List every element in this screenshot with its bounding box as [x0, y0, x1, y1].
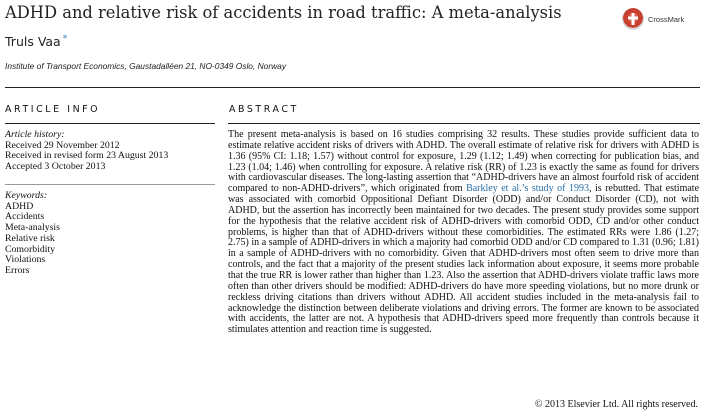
- history-revised: Received in revised form 23 August 2013: [5, 150, 169, 162]
- history-accepted: Accepted 3 October 2013: [5, 161, 106, 173]
- crossmark-badge[interactable]: CrossMark: [622, 6, 702, 32]
- crossmark-icon: [622, 8, 644, 30]
- keyword-item: Relative risk: [5, 232, 55, 244]
- barkley-citation-link[interactable]: Barkley et al.’s study of 1993: [466, 183, 589, 195]
- keyword-item: Errors: [5, 264, 30, 276]
- article-history: Article history: Received 29 November 20…: [5, 129, 169, 173]
- article-info-heading: ARTICLE INFO: [5, 104, 101, 115]
- abstract-text: The present meta-analysis is based on 16…: [228, 129, 700, 336]
- article-title: ADHD and relative risk of accidents in r…: [5, 3, 562, 22]
- abstract-heading: ABSTRACT: [229, 104, 299, 115]
- affiliation: Institute of Transport Economics, Gausta…: [5, 61, 287, 71]
- author-line: Truls Vaa *: [5, 34, 67, 49]
- crossmark-label: CrossMark: [648, 14, 685, 24]
- article-info-divider: [5, 123, 215, 124]
- history-received: Received 29 November 2012: [5, 139, 120, 151]
- header-divider: [5, 87, 700, 88]
- abstract-text-part1: The present meta-analysis is based on 16…: [228, 129, 699, 195]
- author-footnote-mark[interactable]: *: [62, 34, 68, 44]
- keywords: Keywords: ADHD Accidents Meta-analysis R…: [5, 190, 60, 277]
- keyword-item: Comorbidity: [5, 243, 56, 255]
- keyword-item: ADHD: [5, 200, 34, 212]
- keywords-label: Keywords:: [5, 190, 48, 201]
- history-divider: [5, 184, 215, 185]
- author-name[interactable]: Truls Vaa: [5, 34, 61, 50]
- keyword-item: Violations: [5, 254, 46, 266]
- keyword-item: Accidents: [5, 211, 45, 223]
- article-history-label: Article history:: [5, 129, 65, 140]
- abstract-divider: [228, 123, 700, 124]
- copyright-notice: © 2013 Elsevier Ltd. All rights reserved…: [534, 399, 698, 410]
- keyword-item: Meta-analysis: [5, 222, 60, 234]
- abstract-text-part2: , is rebutted. That estimate was associa…: [228, 183, 700, 336]
